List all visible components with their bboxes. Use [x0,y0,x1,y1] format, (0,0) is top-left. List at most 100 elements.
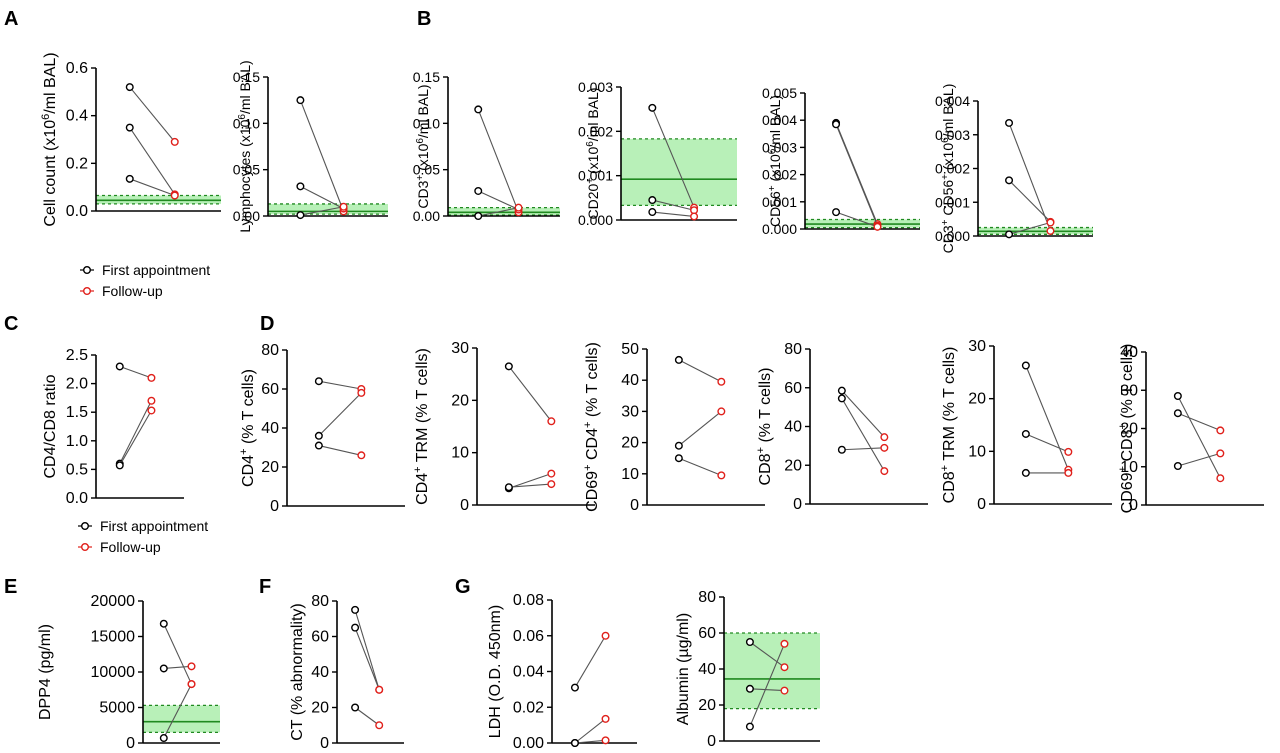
first-appointment-point [314,441,323,450]
y-tick-label: 0 [126,735,135,752]
first-appointment-point [745,684,754,693]
y-tick-label: 0.10 [413,115,440,131]
y-axis-label: CD4+ (% T cells) [238,369,257,487]
y-axis-label: Cell count (x106/ml BAL) [40,52,59,226]
legend-label-first-appointment: First appointment [100,518,208,534]
follow-up-point [780,663,789,672]
pair-connector-line [574,718,606,744]
legend-swatch-marker [80,543,89,552]
reference-band [268,203,388,215]
follow-up-point [357,388,366,397]
y-tick-label: 60 [698,625,716,642]
y-tick-label: 40 [621,372,639,389]
reference-band [143,705,220,733]
pair-connector-line [508,483,552,488]
pair-connector-line [478,207,519,217]
pair-connector-line [318,392,362,437]
y-tick-label: 0.0 [66,490,88,507]
y-axis-label: LDH (O.D. 450nm) [487,605,504,738]
y-tick-label: 30 [1120,382,1138,399]
y-tick-label: 80 [261,342,279,359]
first-appointment-point [648,196,657,205]
y-tick-label: 0.05 [233,162,260,178]
pair-connector-line [129,178,175,197]
y-tick-label: 0.06 [513,628,544,645]
follow-up-point [514,203,523,212]
pair-connector-line [841,447,885,451]
first-appointment-point [570,739,579,748]
y-tick-label: 0 [630,497,639,514]
pair-connector-line [1177,412,1221,431]
y-tick-label: 0.15 [413,69,440,85]
first-appointment-point [314,431,323,440]
follow-up-point [1216,474,1225,483]
y-tick-label: 0.05 [413,162,440,178]
panel-letter-a: A [4,8,18,30]
y-tick-label: 0.003 [762,139,797,155]
reference-band [448,207,560,216]
y-axis-label: CD20+ (x106/ml BAL) [585,87,602,219]
follow-up-point [357,451,366,460]
follow-up-point [780,686,789,695]
pair-connector-line [1025,433,1069,453]
follow-up-point [547,417,556,426]
y-tick-label: 20 [784,457,802,474]
follow-up-point [690,212,699,221]
pair-connector-line [651,107,695,208]
y-tick-label: 10 [621,466,639,483]
first-appointment-point [296,211,305,220]
y-axis-label: CD8+ TRM (% T cells) [939,347,958,504]
pair-connector-line [678,359,722,383]
y-tick-label: 20 [621,435,639,452]
y-axis-label: CD56+ (x106/ml BAL) [767,95,784,227]
pair-connector-line [129,127,176,195]
first-appointment-point [745,638,754,647]
chart-panel-10: 0 10 20 30 40 50 CD69+ CD4+ (% T cells) [582,341,765,514]
y-tick-label: 0 [977,496,986,513]
y-axis-label: CD4/CD8 ratio [42,374,59,478]
y-tick-label: 0.002 [935,161,970,177]
follow-up-point [717,471,726,480]
panel-letter-e: E [4,576,17,598]
y-axis-label: Lymphocytes (x106/ml BAL) [237,60,254,232]
pair-connector-line [1008,122,1051,232]
y-tick-label: 20000 [91,593,136,610]
y-tick-label: 0.2 [66,155,88,172]
y-tick-label: 0 [270,498,279,515]
first-appointment-point [159,734,168,743]
first-appointment-point [837,445,846,454]
pair-connector-line [477,109,520,213]
y-tick-label: 20 [261,459,279,476]
first-appointment-point [674,454,683,463]
first-appointment-point [648,103,657,112]
first-appointment-point [125,83,134,92]
y-tick-label: 80 [784,341,802,358]
chart-panel-9: 0 10 20 30 CD4+ TRM (% T cells) [412,340,595,514]
first-appointment-point [504,362,513,371]
y-tick-label: 0.003 [935,127,970,143]
first-appointment-point [296,182,305,191]
first-appointment-point [1173,391,1182,400]
y-tick-label: 60 [784,380,802,397]
first-appointment-point [1005,176,1014,185]
follow-up-point [601,736,610,745]
y-tick-label: 0.000 [762,221,797,237]
y-tick-label: 0.15 [233,69,260,85]
follow-up-point [170,191,179,200]
pair-connector-line [354,707,380,726]
y-tick-label: 0.02 [513,699,544,716]
y-tick-label: 20 [698,697,716,714]
y-tick-label: 0.004 [935,93,970,109]
legend-label-first-appointment: First appointment [102,262,210,278]
pair-connector-line [119,400,152,464]
follow-up-point [1046,226,1055,235]
y-axis-label: CD4+ TRM (% T cells) [412,348,431,505]
y-tick-label: 50 [621,341,639,358]
follow-up-point [187,662,196,671]
follow-up-point [1064,447,1073,456]
follow-up-point [717,377,726,386]
